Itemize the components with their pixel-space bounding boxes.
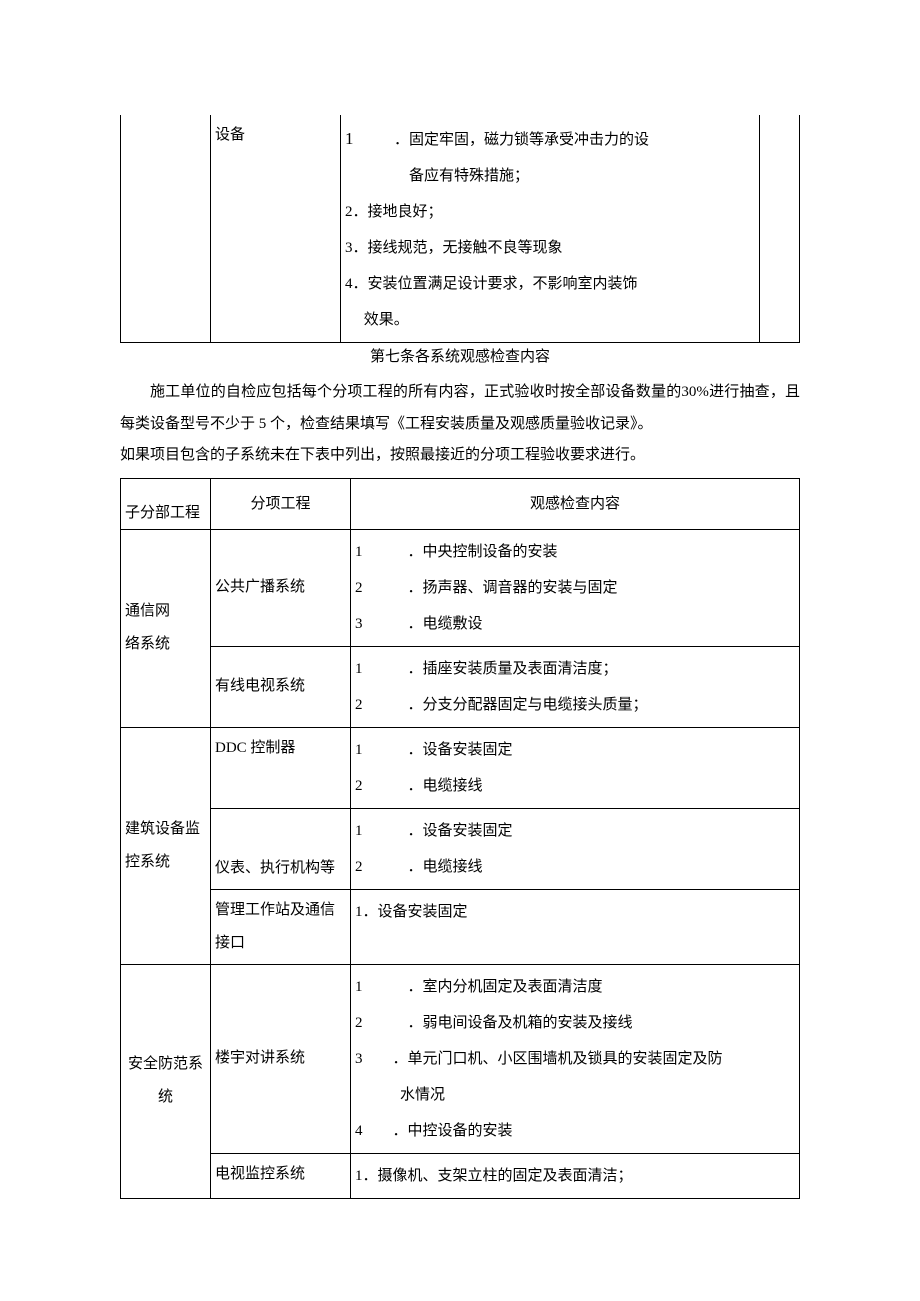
table1-col4-empty xyxy=(760,115,800,343)
group-name-bms: 建筑设备监控系统 xyxy=(121,727,211,964)
document-page: 设备 1 ．固定牢固，磁力锁等承受冲击力的设 备应有特殊措施； 2．接地良好； … xyxy=(0,0,920,1301)
list-item: 2 ．电缆接线 xyxy=(355,849,795,885)
sub-ddc: DDC 控制器 xyxy=(211,727,351,808)
list-item: 1 ．插座安装质量及表面清洁度； xyxy=(355,651,795,687)
list-item: 1．摄像机、支架立柱的固定及表面清洁； xyxy=(355,1158,795,1194)
table1-content: 1 ．固定牢固，磁力锁等承受冲击力的设 备应有特殊措施； 2．接地良好； 3．接… xyxy=(341,115,760,343)
table-row: 仪表、执行机构等 1 ．设备安装固定 2 ．电缆接线 xyxy=(121,808,800,889)
table-row: 管理工作站及通信接口 1．设备安装固定 xyxy=(121,889,800,964)
list-item: 3 ．单元门口机、小区围墙机及锁具的安装固定及防 水情况 xyxy=(355,1041,795,1113)
table-header-row: 子分部工程 分项工程 观感检查内容 xyxy=(121,478,800,529)
list-item: 2 ．分支分配器固定与电缆接头质量； xyxy=(355,687,795,723)
content-catv: 1 ．插座安装质量及表面清洁度； 2 ．分支分配器固定与电缆接头质量； xyxy=(351,646,800,727)
table-row: 建筑设备监控系统 DDC 控制器 1 ．设备安装固定 2 ．电缆接线 xyxy=(121,727,800,808)
sub-instrument: 仪表、执行机构等 xyxy=(211,808,351,889)
table1-item-3: 3．接线规范，无接触不良等现象 xyxy=(345,230,755,266)
list-item: 2 ．电缆接线 xyxy=(355,768,795,804)
sub-broadcast: 公共广播系统 xyxy=(211,529,351,646)
content-ddc: 1 ．设备安装固定 2 ．电缆接线 xyxy=(351,727,800,808)
table1-col1-empty xyxy=(121,115,211,343)
sub-workstation: 管理工作站及通信接口 xyxy=(211,889,351,964)
table-caption: 第七条各系统观感检查内容 xyxy=(120,345,800,369)
list-item: 1 ．中央控制设备的安装 xyxy=(355,534,795,570)
list-item: 1 ．室内分机固定及表面清洁度 xyxy=(355,969,795,1005)
sub-catv: 有线电视系统 xyxy=(211,646,351,727)
list-item: 1．设备安装固定 xyxy=(355,894,795,930)
table1-item-4: 4．安装位置满足设计要求，不影响室内装饰 效果。 xyxy=(345,266,755,338)
content-intercom: 1 ．室内分机固定及表面清洁度 2 ．弱电间设备及机箱的安装及接线 3 ．单元门… xyxy=(351,964,800,1153)
sub-cctv: 电视监控系统 xyxy=(211,1153,351,1198)
list-item: 2 ．弱电间设备及机箱的安装及接线 xyxy=(355,1005,795,1041)
content-instrument: 1 ．设备安装固定 2 ．电缆接线 xyxy=(351,808,800,889)
table-row: 电视监控系统 1．摄像机、支架立柱的固定及表面清洁； xyxy=(121,1153,800,1198)
content-cctv: 1．摄像机、支架立柱的固定及表面清洁； xyxy=(351,1153,800,1198)
list-item: 2 ．扬声器、调音器的安装与固定 xyxy=(355,570,795,606)
content-broadcast: 1 ．中央控制设备的安装 2 ．扬声器、调音器的安装与固定 3 ．电缆敷设 xyxy=(351,529,800,646)
list-item: 4 ．中控设备的安装 xyxy=(355,1113,795,1149)
list-item: 3 ．电缆敷设 xyxy=(355,606,795,642)
table-row: 安全防范系统 楼宇对讲系统 1 ．室内分机固定及表面清洁度 2 ．弱电间设备及机… xyxy=(121,964,800,1153)
header-subpart: 子分部工程 xyxy=(121,478,211,529)
header-content: 观感检查内容 xyxy=(351,478,800,529)
item-text: ．固定牢固，磁力锁等承受冲击力的设 备应有特殊措施； xyxy=(379,122,755,194)
item-number: 1 xyxy=(345,119,379,160)
table-top-fragment: 设备 1 ．固定牢固，磁力锁等承受冲击力的设 备应有特殊措施； 2．接地良好； … xyxy=(120,115,800,343)
paragraph-1: 施工单位的自检应包括每个分项工程的所有内容，正式验收时按全部设备数量的30%进行… xyxy=(120,377,800,440)
table-row: 通信网络系统 公共广播系统 1 ．中央控制设备的安装 2 ．扬声器、调音器的安装… xyxy=(121,529,800,646)
table-systems: 子分部工程 分项工程 观感检查内容 通信网络系统 公共广播系统 1 ．中央控制设… xyxy=(120,478,800,1199)
list-item: 1 ．设备安装固定 xyxy=(355,732,795,768)
table-row: 有线电视系统 1 ．插座安装质量及表面清洁度； 2 ．分支分配器固定与电缆接头质… xyxy=(121,646,800,727)
paragraph-2: 如果项目包含的子系统未在下表中列出，按照最接近的分项工程验收要求进行。 xyxy=(120,440,800,472)
table1-item-1: 1 ．固定牢固，磁力锁等承受冲击力的设 备应有特殊措施； xyxy=(345,119,755,194)
group-name-comm: 通信网络系统 xyxy=(121,529,211,727)
list-item: 1 ．设备安装固定 xyxy=(355,813,795,849)
table1-col2: 设备 xyxy=(211,115,341,343)
sub-intercom: 楼宇对讲系统 xyxy=(211,964,351,1153)
header-item: 分项工程 xyxy=(211,478,351,529)
table1-item-2: 2．接地良好； xyxy=(345,194,755,230)
group-name-security: 安全防范系统 xyxy=(121,964,211,1198)
content-workstation: 1．设备安装固定 xyxy=(351,889,800,964)
